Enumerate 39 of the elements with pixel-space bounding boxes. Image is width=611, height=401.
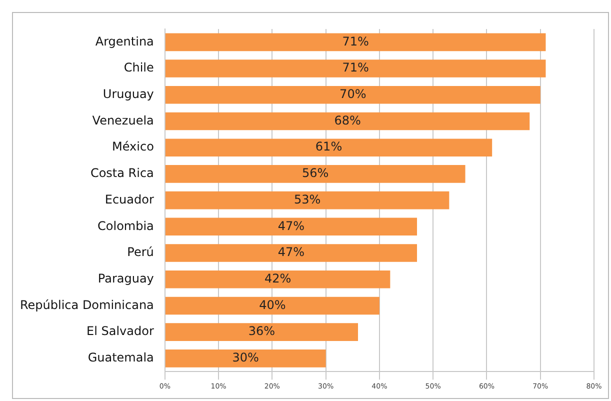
y-tick-label: El Salvador: [86, 324, 154, 338]
bar: [165, 244, 417, 262]
bar: [165, 270, 390, 288]
y-tick-label: Argentina: [95, 34, 154, 48]
bar: [165, 165, 466, 183]
data-label: 30%: [232, 350, 259, 365]
data-label: 70%: [340, 87, 366, 102]
data-label: 68%: [334, 113, 361, 128]
bar: [165, 86, 540, 104]
y-tick-label: Venezuela: [92, 113, 154, 128]
y-tick-label: República Dominicana: [20, 298, 154, 312]
y-tick-label: Perú: [127, 245, 154, 260]
bar: [165, 138, 492, 156]
y-tick-label: Uruguay: [102, 87, 154, 102]
bar: [165, 112, 530, 130]
bar: [165, 218, 417, 236]
data-label: 47%: [278, 245, 305, 260]
data-label: 71%: [342, 60, 369, 75]
bar: [165, 350, 326, 368]
data-label: 71%: [342, 34, 369, 48]
y-tick-label: Chile: [124, 60, 154, 75]
data-label: 36%: [248, 324, 276, 338]
y-tick-label: Paraguay: [98, 271, 154, 286]
bar: [165, 323, 358, 341]
data-label: 40%: [259, 298, 286, 312]
data-label: 42%: [264, 271, 292, 286]
y-tick-label: Guatemala: [88, 350, 154, 365]
bar: [165, 296, 380, 315]
y-tick-label: Colombia: [98, 218, 154, 233]
y-tick-label: Ecuador: [104, 192, 154, 206]
bar: [165, 60, 546, 78]
y-tick-label: Costa Rica: [90, 166, 154, 180]
y-tick-label: México: [112, 140, 154, 154]
data-label: 47%: [278, 218, 305, 233]
data-label: 61%: [315, 140, 342, 154]
data-label: 56%: [302, 166, 329, 180]
data-label: 53%: [294, 192, 321, 206]
bar: [165, 191, 450, 210]
bar: [165, 33, 546, 52]
